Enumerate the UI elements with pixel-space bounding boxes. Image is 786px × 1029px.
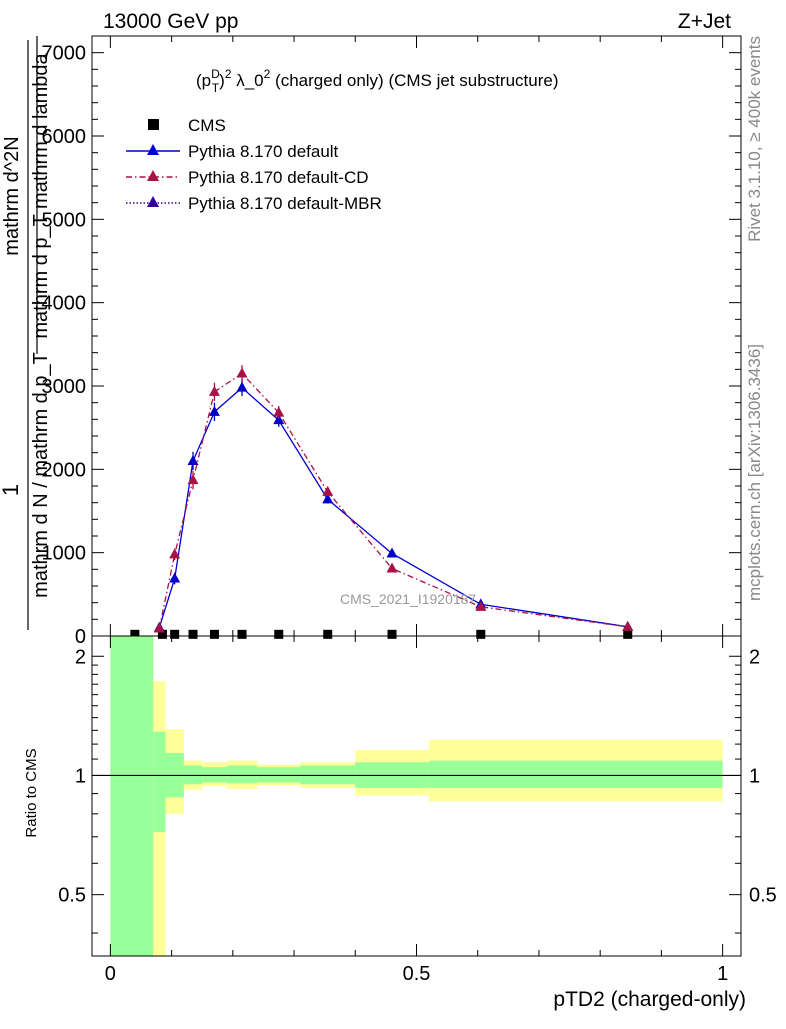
stat-uncertainty-band [202, 767, 227, 783]
ratio-bands [110, 636, 723, 956]
data-point-marker [169, 572, 181, 583]
mcplots-label: mcplots.cern.ch [arXiv:1306.3436] [745, 344, 764, 601]
legend-marker [147, 170, 159, 181]
data-point-marker [622, 620, 634, 631]
ratio-y-tick-label-right: 2 [749, 646, 760, 668]
ylabel-denominator: mathrm d N / mathrm d p_T [30, 352, 52, 598]
rivet-label: Rivet 3.1.10, ≥ 400k events [745, 36, 764, 242]
x-tick-label: 1 [717, 963, 728, 985]
legend-item-1: Pythia 8.170 default [126, 142, 339, 161]
main-y-tick-label: 3000 [42, 376, 87, 398]
plot-title-text: (pD T)2 λ_02 (charged only) (CMS jet subs… [196, 67, 558, 95]
data-point-marker [187, 474, 199, 485]
x-axis-label: pTD2 (charged-only) [553, 988, 746, 1011]
data-point-marker [273, 406, 285, 417]
data-point-marker [130, 629, 140, 639]
data-point-marker [387, 629, 397, 639]
data-point-marker [170, 629, 180, 639]
data-point-marker [323, 629, 333, 639]
legend-marker [147, 196, 159, 207]
ylabel-inner-numerator: mathrm d^2N [1, 136, 23, 255]
series-2 [153, 365, 634, 633]
data-point-marker [475, 600, 487, 611]
main-y-tick-label: 7000 [42, 43, 87, 65]
data-point-marker [236, 381, 248, 392]
main-y-axis-label: 1 mathrm d N / mathrm d p_T mathrm d^2N … [0, 36, 52, 630]
stat-uncertainty-band [428, 760, 723, 788]
data-point-marker [476, 629, 486, 639]
data-point-marker [237, 629, 247, 639]
data-point-marker [386, 547, 398, 558]
stat-uncertainty-band [226, 765, 258, 784]
series-line [158, 372, 628, 629]
plot-title: (pD T)2 λ_02 (charged only) (CMS jet subs… [196, 67, 558, 95]
main-y-tick-label: 0 [75, 626, 86, 648]
data-point-marker [153, 622, 165, 633]
data-point-marker [322, 485, 334, 496]
stat-uncertainty-band [110, 636, 154, 956]
data-point-marker [386, 562, 398, 573]
main-y-tick-label: 2000 [42, 459, 87, 481]
x-tick-label: 0.5 [403, 963, 431, 985]
data-point-marker [322, 493, 334, 504]
legend-label: Pythia 8.170 default-CD [188, 168, 369, 187]
ratio-y-axis-label: Ratio to CMS [23, 748, 40, 837]
ylabel-numerator: 1 [0, 484, 23, 496]
ratio-plot-panel: 0.5 0.5 1 1 2 2 0 0.5 1 [58, 635, 777, 985]
ratio-y-tick-label: 0.5 [58, 885, 86, 907]
legend-item-3: Pythia 8.170 default-MBR [126, 194, 382, 213]
legend-label: Pythia 8.170 default-MBR [188, 194, 382, 213]
main-y-tick-label: 4000 [42, 293, 87, 315]
legend-label: Pythia 8.170 default [188, 142, 339, 161]
main-plot-panel: 0 1000 2000 3000 4000 5000 6000 7000 [42, 35, 742, 648]
data-point-marker [169, 548, 181, 559]
ratio-y-tick-label-right: 1 [749, 765, 760, 787]
ylabel-inner-denominator: mathrm d p_T mathrm d lambda [30, 52, 52, 338]
stat-uncertainty-band [257, 767, 301, 783]
legend-label: CMS [188, 116, 226, 135]
process-label: Z+Jet [678, 10, 731, 33]
legend-marker [147, 144, 159, 155]
ratio-y-tick-label-right: 0.5 [749, 885, 777, 907]
data-point-marker [157, 629, 167, 639]
data-point-marker [208, 385, 220, 396]
data-point-marker [623, 629, 633, 639]
data-point-marker [187, 455, 199, 465]
legend: CMS Pythia 8.170 default Pythia 8.170 defa… [126, 116, 382, 213]
legend-item-2: Pythia 8.170 default-CD [126, 168, 369, 187]
data-point-marker [188, 629, 198, 639]
x-tick-label: 0 [105, 963, 116, 985]
legend-marker [148, 119, 159, 130]
data-point-marker [208, 405, 220, 416]
data-point-marker [274, 629, 284, 639]
legend-item-0: CMS [148, 116, 226, 135]
series-0 [130, 629, 633, 639]
data-point-marker [209, 629, 219, 639]
main-y-tick-label: 1000 [42, 543, 87, 565]
main-y-tick-label: 6000 [42, 126, 87, 148]
ratio-y-tick-label: 2 [75, 646, 86, 668]
ratio-y-tick-label: 1 [75, 765, 86, 787]
analysis-watermark: CMS_2021_I1920187 [340, 591, 476, 607]
stat-uncertainty-band [153, 731, 166, 832]
main-y-tick-label: 5000 [42, 209, 87, 231]
collision-energy-label: 13000 GeV pp [103, 10, 238, 33]
data-point-marker [236, 367, 248, 378]
